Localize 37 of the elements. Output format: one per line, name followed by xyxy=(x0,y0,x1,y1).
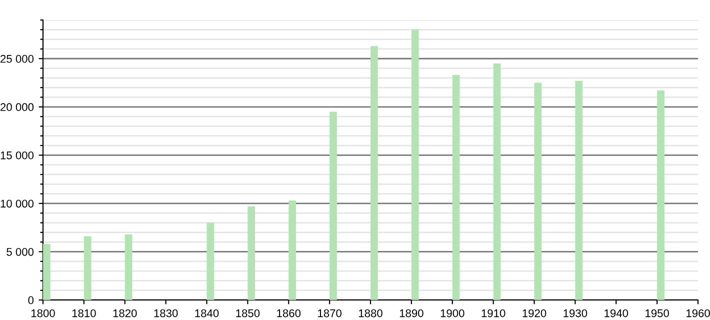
x-tick-label: 1920 xyxy=(522,309,546,318)
x-tick-label: 1910 xyxy=(482,309,506,318)
x-tick-label: 1940 xyxy=(604,309,628,318)
bar xyxy=(330,112,337,300)
bar xyxy=(534,82,542,300)
x-tick-label: 1810 xyxy=(72,309,96,318)
bar xyxy=(493,63,501,300)
bar xyxy=(657,90,664,300)
x-tick-label: 1890 xyxy=(400,309,424,318)
bar xyxy=(43,244,50,300)
x-tick-label: 1850 xyxy=(236,309,260,318)
x-tick-label: 1860 xyxy=(277,309,301,318)
bar xyxy=(370,46,378,300)
bar xyxy=(411,30,419,300)
x-tick-label: 1880 xyxy=(358,309,382,318)
x-tick-label: 1830 xyxy=(154,309,178,318)
y-tick-label: 15 000 xyxy=(0,151,34,160)
x-tick-label: 1870 xyxy=(318,309,342,318)
bar xyxy=(124,234,132,300)
bar xyxy=(84,236,92,300)
bar xyxy=(288,200,296,300)
x-tick-label: 1900 xyxy=(440,309,464,318)
x-tick-label: 1930 xyxy=(564,309,588,318)
bar xyxy=(206,222,214,300)
y-tick-label: 0 xyxy=(28,296,34,304)
bar xyxy=(452,75,460,300)
x-tick-label: 1840 xyxy=(195,309,219,318)
x-tick-label: 1950 xyxy=(646,309,669,318)
bar xyxy=(575,80,583,300)
y-tick-label: 25 000 xyxy=(0,54,34,63)
x-tick-label: 1800 xyxy=(31,309,55,318)
x-tick-label: 1820 xyxy=(113,309,137,318)
y-tick-label: 10 000 xyxy=(0,200,34,208)
bar xyxy=(248,206,256,300)
y-tick-label: 20 000 xyxy=(0,103,34,112)
y-tick-label: 5 000 xyxy=(6,248,34,256)
x-tick-label: 1960 xyxy=(686,309,710,318)
